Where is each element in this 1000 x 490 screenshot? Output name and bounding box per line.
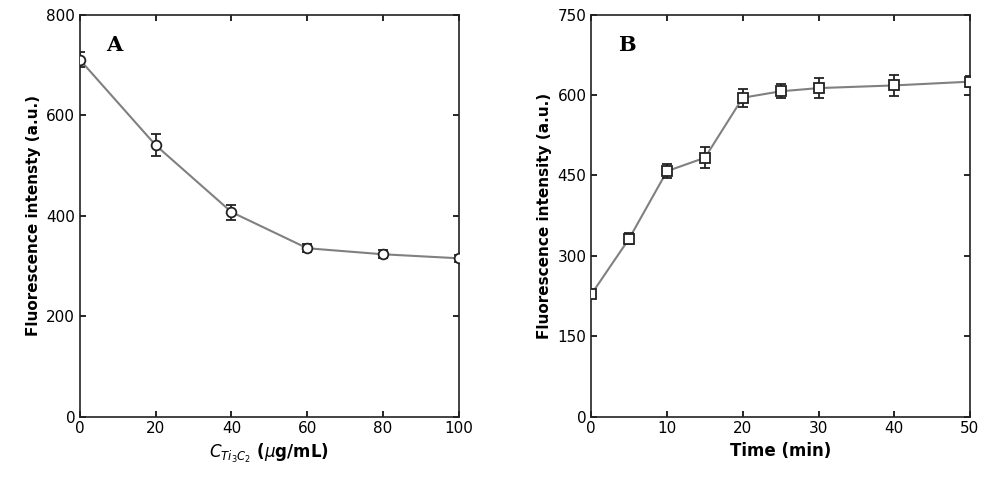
X-axis label: $\mathit{C}$$_{Ti_3C_2}$ ($\mu$g/mL): $\mathit{C}$$_{Ti_3C_2}$ ($\mu$g/mL) — [209, 442, 329, 465]
Y-axis label: Fluorescence intensity (a.u.): Fluorescence intensity (a.u.) — [537, 93, 552, 339]
Text: A: A — [107, 35, 123, 55]
Y-axis label: Fluorescence intensty (a.u.): Fluorescence intensty (a.u.) — [26, 95, 41, 336]
Text: B: B — [618, 35, 635, 55]
X-axis label: Time (min): Time (min) — [730, 442, 831, 460]
